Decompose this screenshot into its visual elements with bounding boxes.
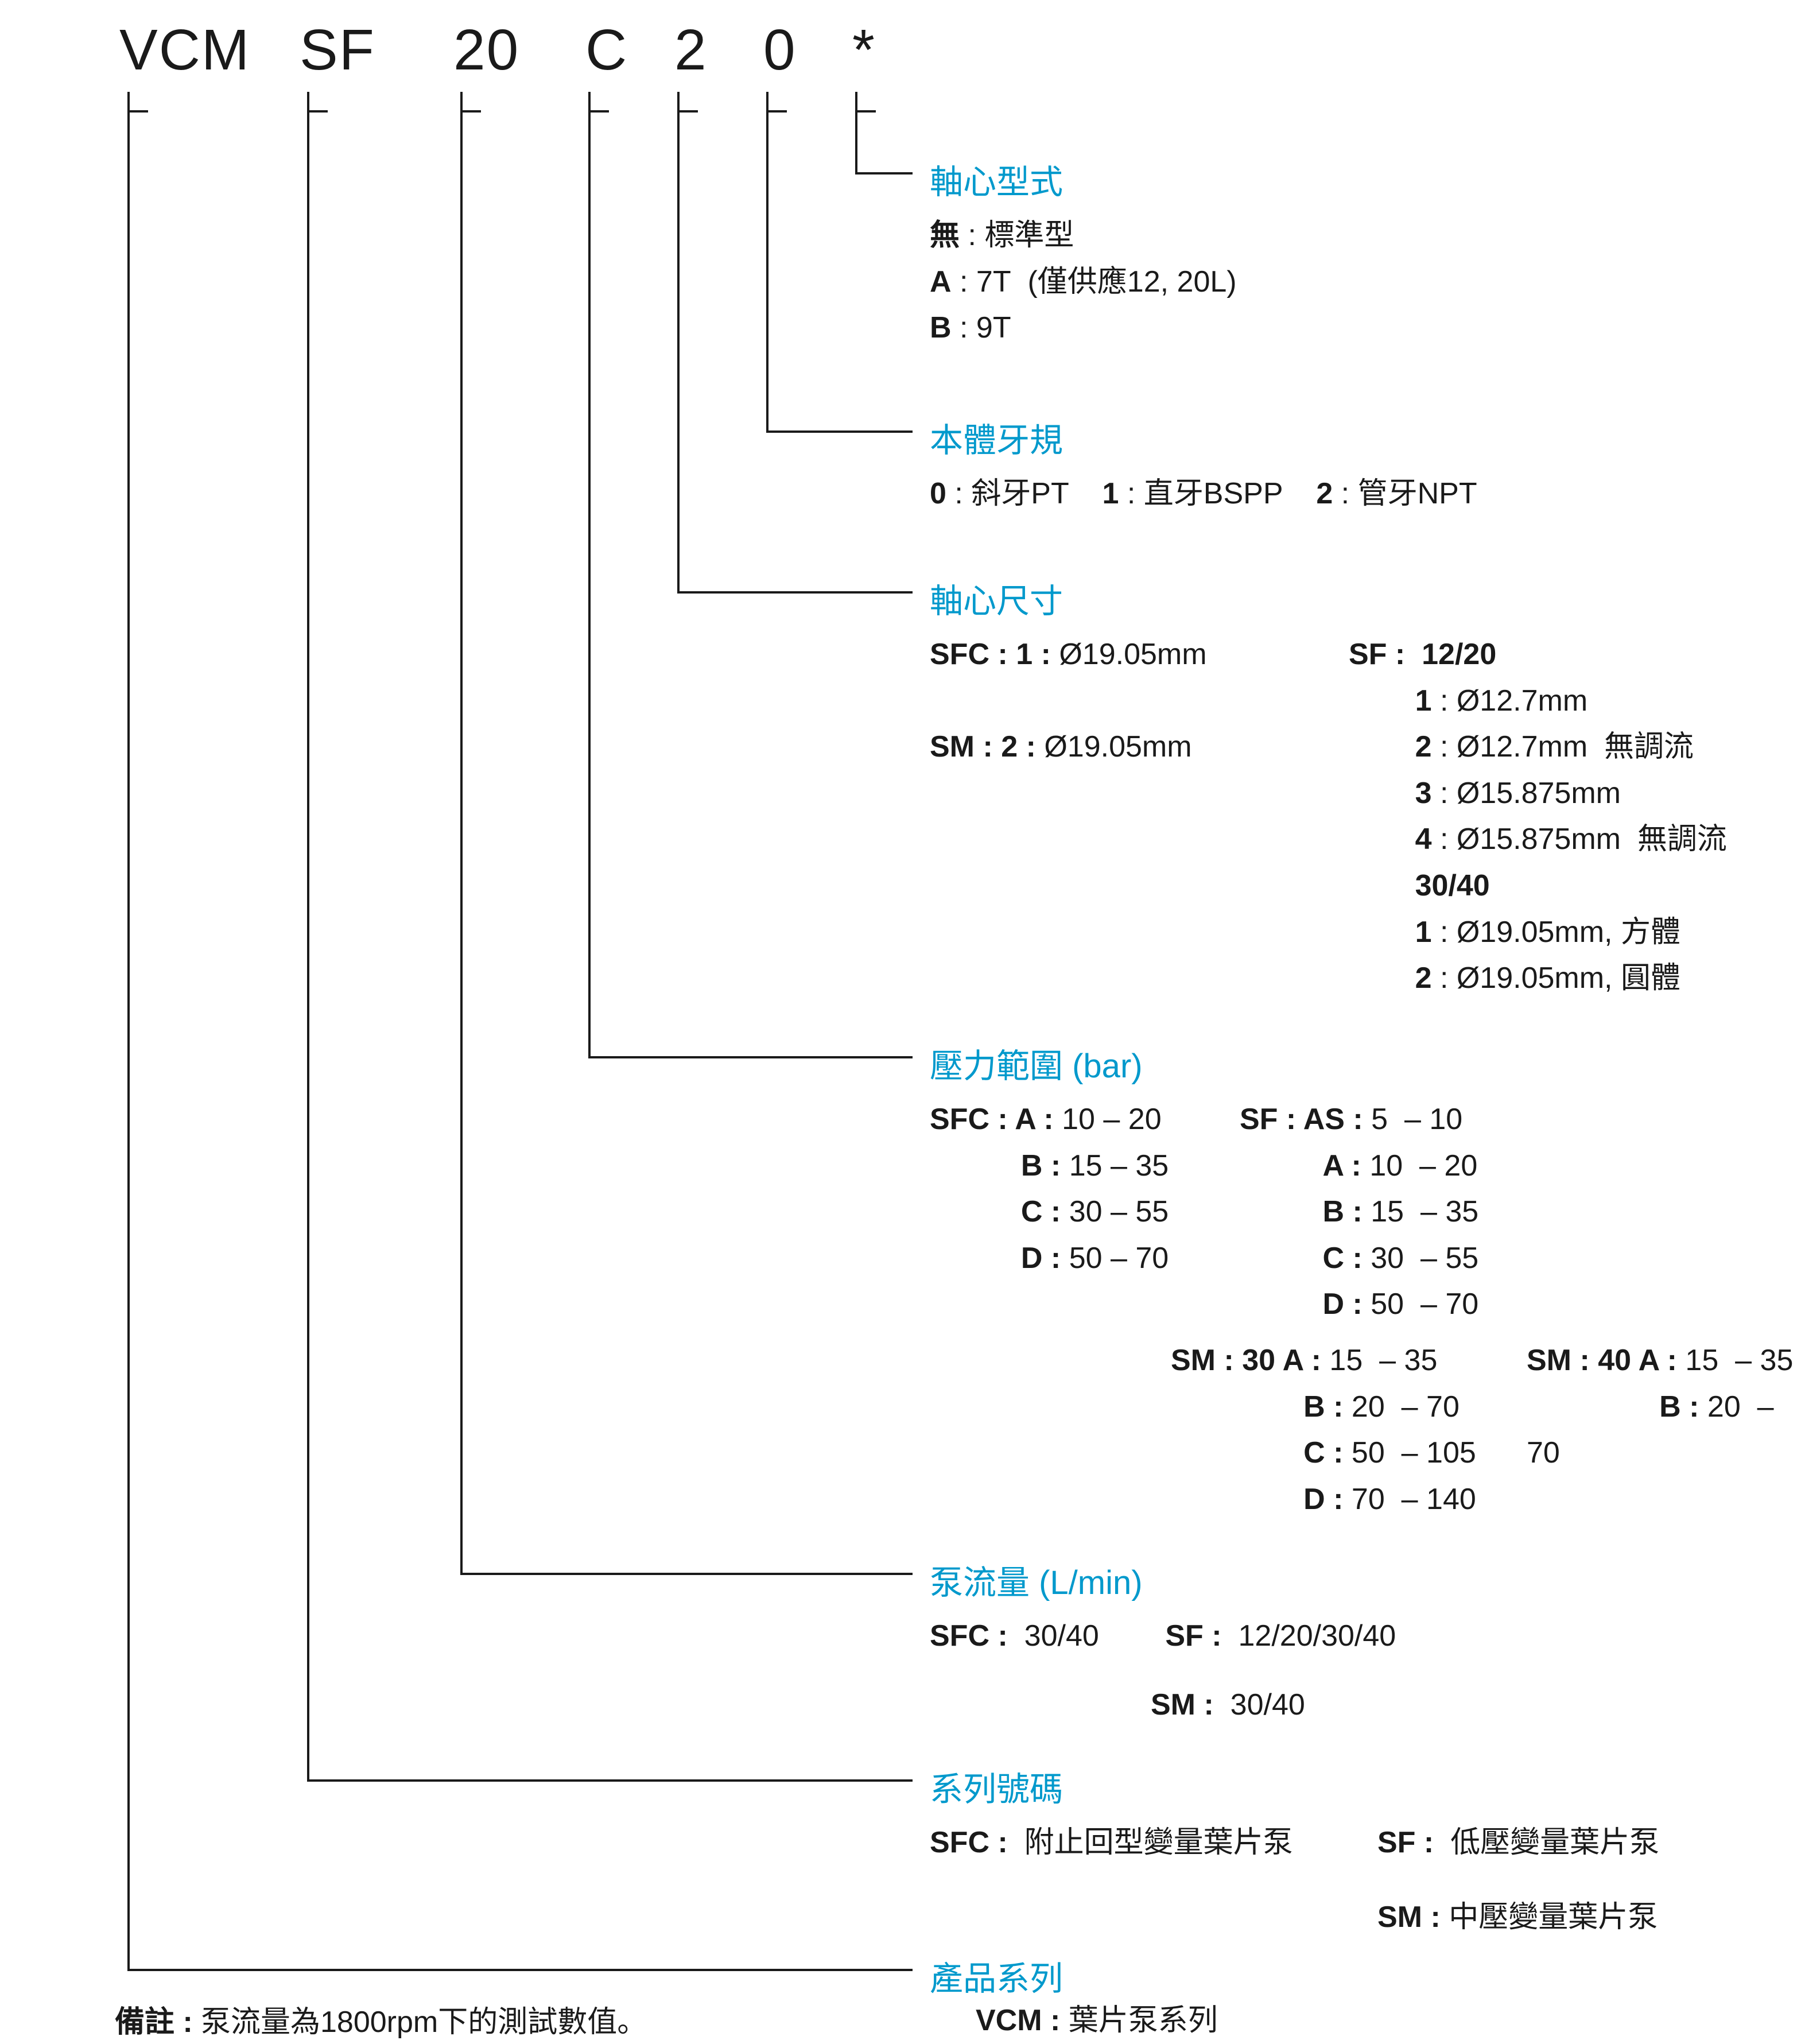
- title-pressure-range: 壓力範圍 (bar): [930, 1039, 1143, 1087]
- tick-3: [460, 92, 481, 113]
- hline-2: [307, 1779, 913, 1782]
- body-flow-line2: SM : 30/40: [1151, 1682, 1305, 1728]
- tick-1: [127, 92, 148, 113]
- vline-7: [855, 113, 857, 172]
- body-thread-spec: 0 : 斜牙PT 1 : 直牙BSPP 2 : 管牙NPT: [930, 471, 1477, 517]
- title-shaft-size: 軸心尺寸: [930, 574, 1063, 622]
- code-seg-1: VCM: [119, 17, 250, 83]
- vline-2: [307, 113, 309, 1779]
- tick-4: [588, 92, 609, 113]
- body-shaft-type: 無 : 標準型A : 7T (僅供應12, 20L)B : 9T: [930, 212, 1237, 351]
- code-seg-7: *: [852, 17, 876, 83]
- code-seg-2: SF: [300, 17, 375, 83]
- body-shaft-size-right: SF : 12/20 1 : Ø12.7mm 2 : Ø12.7mm 無調流 3…: [1349, 631, 1727, 1002]
- vline-6: [766, 113, 768, 430]
- title-shaft-type: 軸心型式: [930, 155, 1063, 203]
- code-seg-5: 2: [674, 17, 708, 83]
- code-seg-6: 0: [763, 17, 797, 83]
- body-product-series: VCM : 葉片泵系列: [976, 1998, 1218, 2044]
- note-body: 泵流量為1800rpm下的測試數值。: [201, 1998, 647, 2041]
- hline-4: [588, 1056, 913, 1058]
- body-series-right1: SF : 低壓變量葉片泵: [1377, 1820, 1659, 1866]
- body-pressure-sf: SF : AS : 5 – 10 A : 10 – 20 B : 15 – 35…: [1240, 1096, 1478, 1328]
- body-series-left: SFC : 附止回型變量葉片泵: [930, 1820, 1293, 1866]
- tick-2: [307, 92, 328, 113]
- hline-5: [677, 591, 913, 594]
- hline-1: [127, 1969, 913, 1971]
- body-series-right2: SM : 中壓變量葉片泵: [1377, 1894, 1658, 1941]
- code-seg-4: C: [585, 17, 628, 83]
- vline-4: [588, 113, 591, 1056]
- hline-7: [855, 172, 913, 174]
- body-pressure-sfc: SFC : A : 10 – 20 B : 15 – 35 C : 30 – 5…: [930, 1096, 1169, 1281]
- tick-5: [677, 92, 698, 113]
- tick-6: [766, 92, 787, 113]
- hline-3: [460, 1573, 913, 1575]
- vline-1: [127, 113, 130, 1969]
- body-shaft-size-left: SFC : 1 : Ø19.05mmSM : 2 : Ø19.05mm: [930, 631, 1207, 770]
- note-label: 備註 :: [115, 1998, 193, 2041]
- vline-3: [460, 113, 463, 1573]
- title-flow-rate: 泵流量 (L/min): [930, 1556, 1143, 1604]
- title-thread-spec: 本體牙規: [930, 413, 1063, 461]
- body-flow-line1: SFC : 30/40 SF : 12/20/30/40: [930, 1613, 1396, 1659]
- vline-5: [677, 113, 680, 591]
- hline-6: [766, 430, 913, 433]
- title-series-code: 系列號碼: [930, 1762, 1063, 1810]
- code-seg-3: 20: [453, 17, 519, 83]
- body-pressure-sm30: SM : 30 A : 15 – 35 B : 20 – 70 C : 50 –…: [1171, 1337, 1476, 1522]
- body-pressure-sm40: SM : 40 A : 15 – 35 B : 20 – 70: [1527, 1337, 1801, 1476]
- tick-7: [855, 92, 876, 113]
- title-product-series: 產品系列: [930, 1952, 1063, 2000]
